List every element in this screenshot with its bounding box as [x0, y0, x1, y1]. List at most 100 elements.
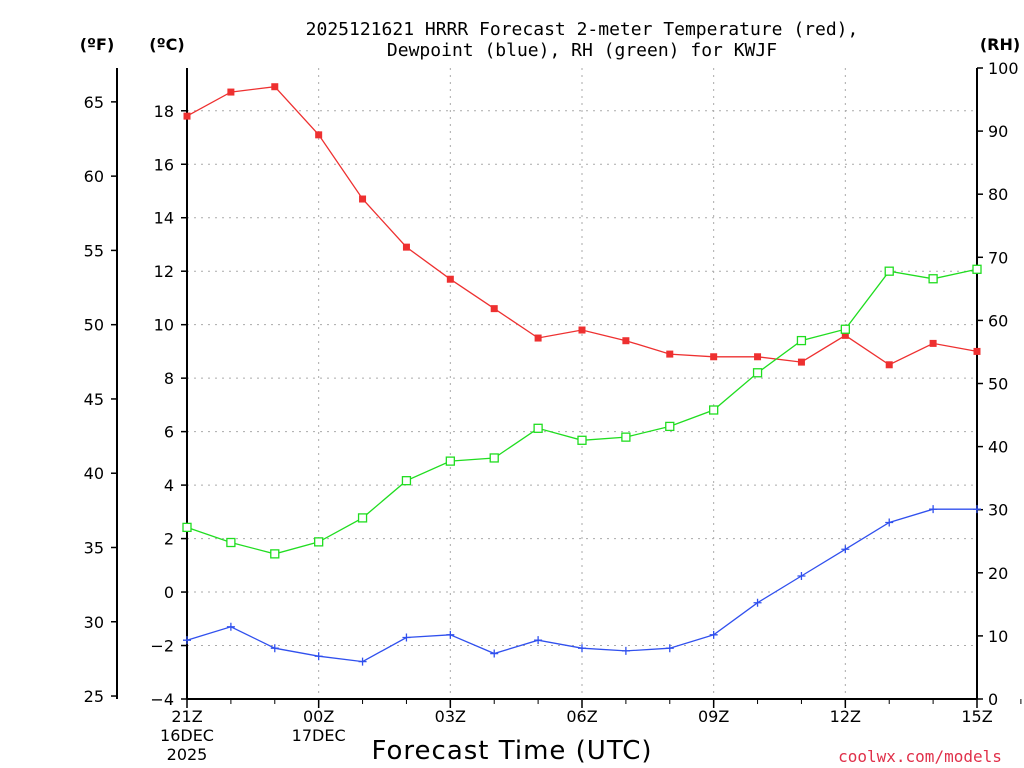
series-temperature [183, 83, 981, 369]
rh-tick-label: 30 [988, 501, 1008, 520]
dewpoint-point [578, 644, 586, 653]
fahrenheit-tick-label: 25 [84, 687, 104, 706]
dewpoint-point [753, 598, 762, 607]
rh-point [182, 522, 192, 533]
rh-tick-label: 70 [988, 248, 1008, 267]
dewpoint-point [314, 652, 323, 661]
rh-point [445, 456, 455, 466]
dewpoint-point [797, 572, 806, 581]
temperature-point [490, 305, 498, 313]
rh-point [489, 453, 499, 463]
grid-lines [186, 68, 978, 700]
temperature-point [534, 334, 542, 342]
rh-point [577, 435, 587, 445]
temperature-point [710, 353, 718, 361]
fahrenheit-tick-label: 30 [84, 613, 104, 632]
rh-tick-label: 80 [988, 185, 1008, 204]
celsius-tick-label: 8 [164, 369, 174, 388]
dewpoint-point [402, 633, 411, 642]
celsius-tick-label: 18 [154, 102, 174, 121]
celsius-tick-label: 14 [154, 209, 174, 228]
rh-point [796, 335, 807, 346]
chart-title-line-1: 2025121621 HRRR Forecast 2-meter Tempera… [306, 19, 859, 40]
temperature-point [797, 358, 805, 366]
rh-tick-label: 10 [988, 627, 1008, 646]
temperature-point [622, 337, 630, 345]
temperature-point [446, 275, 454, 283]
temperature-point [754, 353, 762, 361]
series-rh [182, 264, 982, 559]
time-tick-label: 17DEC [292, 726, 346, 745]
celsius-tick-label: 12 [154, 262, 174, 281]
dewpoint-point [665, 644, 674, 653]
celsius-tick-label: −4 [150, 690, 174, 709]
rh-point [270, 549, 280, 559]
temperature-point [315, 131, 323, 139]
celsius-tick-label: 16 [154, 155, 174, 174]
fahrenheit-tick-label: 40 [84, 464, 104, 483]
time-tick-label: 09Z [698, 707, 729, 726]
dewpoint-point [490, 649, 499, 658]
celsius-tick-label: 6 [164, 423, 174, 442]
rh-point [314, 537, 324, 547]
time-tick-label: 03Z [435, 707, 466, 726]
time-tick-label: 06Z [566, 707, 597, 726]
rh-tick-label: 90 [988, 122, 1008, 141]
rh-point [401, 476, 412, 486]
temperature-point [973, 347, 981, 355]
chart-title-line-2: Dewpoint (blue), RH (green) for KWJF [387, 40, 777, 61]
rh-point [884, 266, 894, 276]
rh-tick-label: 20 [988, 564, 1008, 583]
rh-unit-label: (RH) [980, 35, 1020, 54]
fahrenheit-tick-label: 35 [84, 538, 104, 557]
rh-point [972, 264, 982, 274]
rh-point [709, 405, 719, 415]
fahrenheit-tick-label: 45 [84, 390, 104, 409]
rh-tick-label: 50 [988, 375, 1008, 394]
x-axis-title: Forecast Time (UTC) [371, 736, 652, 766]
rh-point [357, 513, 368, 523]
dewpoint-point [446, 630, 455, 639]
temperature-point [929, 339, 937, 347]
fahrenheit-tick-label: 65 [84, 93, 104, 112]
rh-tick-label: 0 [988, 690, 998, 709]
fahrenheit-tick-label: 60 [84, 167, 104, 186]
celsius-unit-label: (ºC) [149, 35, 184, 54]
time-tick-label: 16DEC [160, 726, 214, 745]
axes [111, 67, 1022, 708]
dewpoint-point [183, 636, 191, 645]
dewpoint-point [358, 657, 367, 666]
series-dewpoint [183, 505, 981, 666]
time-tick-label: 12Z [830, 707, 861, 726]
celsius-tick-label: 2 [164, 530, 174, 549]
dewpoint-point [621, 646, 630, 655]
dewpoint-point [709, 630, 718, 639]
temperature-line [186, 86, 978, 366]
rh-point [226, 537, 236, 548]
time-tick-label: 2025 [167, 745, 208, 764]
time-tick-label: 15Z [961, 707, 992, 726]
temperature-point [359, 195, 367, 203]
dewpoint-point [226, 622, 235, 631]
temperature-point [885, 361, 893, 369]
fahrenheit-unit-label: (ºF) [80, 35, 115, 54]
temperature-point [183, 112, 191, 120]
time-tick-label: 00Z [303, 707, 334, 726]
celsius-tick-label: −2 [150, 637, 174, 656]
temperature-point [271, 83, 279, 91]
rh-point [840, 324, 850, 334]
fahrenheit-tick-label: 55 [84, 241, 104, 260]
rh-point [533, 423, 543, 433]
celsius-tick-label: 0 [164, 583, 174, 602]
dewpoint-point [534, 636, 543, 645]
dewpoint-point [929, 505, 938, 514]
temperature-point [841, 331, 849, 339]
data-series [182, 83, 982, 666]
time-tick-label: 21Z [171, 707, 202, 726]
source-credit[interactable]: coolwx.com/models [838, 747, 1002, 766]
celsius-tick-label: 4 [164, 476, 174, 495]
rh-point [752, 368, 763, 378]
temperature-point [578, 326, 586, 334]
rh-tick-label: 40 [988, 438, 1008, 457]
